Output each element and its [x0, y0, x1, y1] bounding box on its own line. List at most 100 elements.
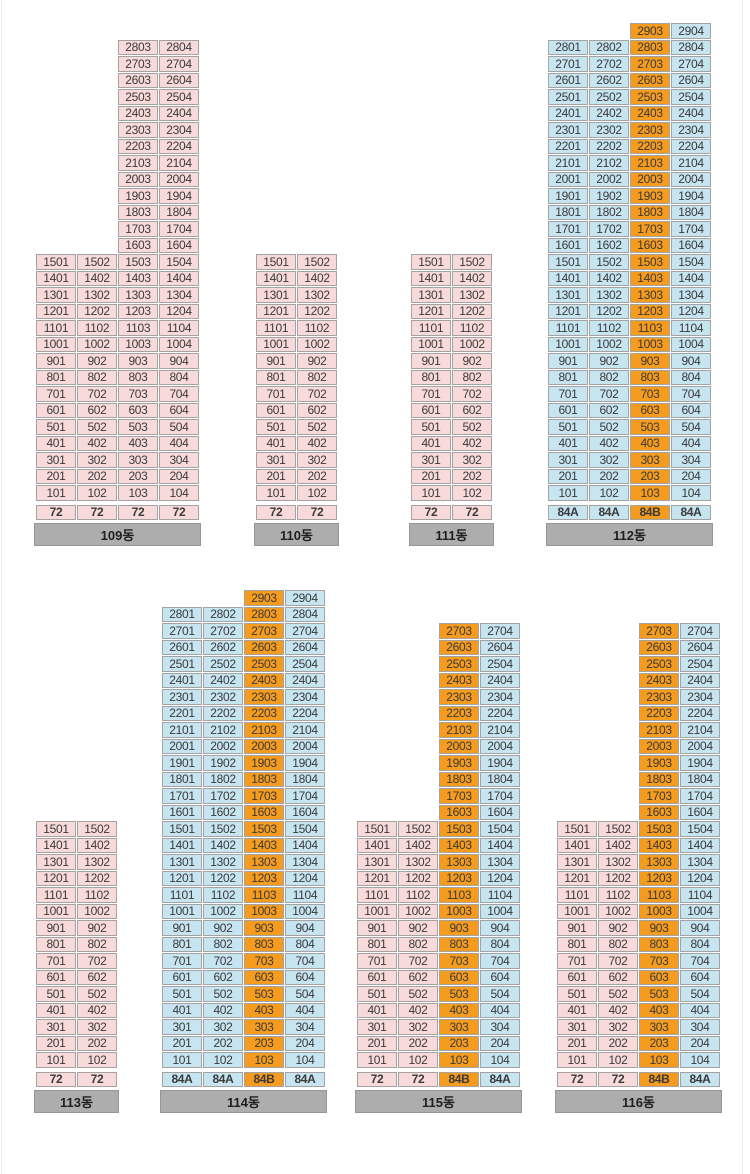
unit-cell[interactable]: 1504: [671, 254, 711, 270]
unit-cell[interactable]: 104: [480, 1052, 520, 1068]
unit-cell[interactable]: 2803: [630, 39, 670, 55]
unit-cell[interactable]: 2403: [118, 105, 158, 121]
unit-cell[interactable]: 2603: [118, 72, 158, 88]
unit-cell[interactable]: 2203: [439, 705, 479, 721]
unit-cell[interactable]: 2104: [680, 722, 720, 738]
unit-cell[interactable]: 901: [162, 920, 202, 936]
unit-cell[interactable]: 603: [439, 969, 479, 985]
unit-cell[interactable]: 802: [398, 936, 438, 952]
unit-cell[interactable]: 2704: [671, 56, 711, 72]
unit-cell[interactable]: 1904: [159, 188, 199, 204]
unit-cell[interactable]: 1904: [285, 755, 325, 771]
unit-cell[interactable]: 601: [557, 969, 597, 985]
unit-cell[interactable]: 903: [244, 920, 284, 936]
unit-cell[interactable]: 304: [680, 1019, 720, 1035]
unit-cell[interactable]: 2403: [639, 672, 679, 688]
unit-cell[interactable]: 2703: [118, 56, 158, 72]
unit-cell[interactable]: 603: [118, 402, 158, 418]
unit-cell[interactable]: 1403: [630, 270, 670, 286]
unit-cell[interactable]: 502: [398, 986, 438, 1002]
unit-cell[interactable]: 2503: [118, 89, 158, 105]
unit-cell[interactable]: 601: [548, 402, 588, 418]
unit-cell[interactable]: 2401: [548, 105, 588, 121]
unit-cell[interactable]: 2303: [630, 122, 670, 138]
unit-cell[interactable]: 2903: [630, 23, 670, 39]
unit-cell[interactable]: 2204: [159, 138, 199, 154]
unit-cell[interactable]: 1101: [162, 887, 202, 903]
unit-cell[interactable]: 401: [162, 1002, 202, 1018]
unit-cell[interactable]: 904: [285, 920, 325, 936]
unit-cell[interactable]: 2004: [285, 738, 325, 754]
unit-cell[interactable]: 901: [557, 920, 597, 936]
unit-cell[interactable]: 1401: [162, 837, 202, 853]
unit-cell[interactable]: 403: [244, 1002, 284, 1018]
unit-cell[interactable]: 2303: [639, 689, 679, 705]
unit-cell[interactable]: 2103: [244, 722, 284, 738]
unit-cell[interactable]: 702: [203, 953, 243, 969]
unit-cell[interactable]: 301: [357, 1019, 397, 1035]
unit-cell[interactable]: 1303: [630, 287, 670, 303]
unit-cell[interactable]: 602: [77, 969, 117, 985]
unit-cell[interactable]: 803: [244, 936, 284, 952]
unit-cell[interactable]: 601: [162, 969, 202, 985]
unit-cell[interactable]: 202: [203, 1035, 243, 1051]
unit-cell[interactable]: 1002: [77, 336, 117, 352]
unit-cell[interactable]: 204: [671, 468, 711, 484]
unit-cell[interactable]: 901: [411, 353, 451, 369]
unit-cell[interactable]: 1002: [297, 336, 337, 352]
unit-cell[interactable]: 1901: [548, 188, 588, 204]
unit-cell[interactable]: 1601: [548, 237, 588, 253]
unit-cell[interactable]: 402: [77, 435, 117, 451]
unit-cell[interactable]: 1001: [557, 903, 597, 919]
unit-cell[interactable]: 1202: [77, 870, 117, 886]
unit-cell[interactable]: 2204: [480, 705, 520, 721]
unit-cell[interactable]: 2602: [203, 639, 243, 655]
unit-cell[interactable]: 1203: [630, 303, 670, 319]
unit-cell[interactable]: 2701: [162, 623, 202, 639]
unit-cell[interactable]: 2104: [285, 722, 325, 738]
unit-cell[interactable]: 2201: [162, 705, 202, 721]
unit-cell[interactable]: 603: [244, 969, 284, 985]
unit-cell[interactable]: 1703: [244, 788, 284, 804]
unit-cell[interactable]: 1302: [297, 287, 337, 303]
unit-cell[interactable]: 803: [630, 369, 670, 385]
unit-cell[interactable]: 302: [297, 452, 337, 468]
unit-cell[interactable]: 1801: [548, 204, 588, 220]
unit-cell[interactable]: 1004: [159, 336, 199, 352]
unit-cell[interactable]: 803: [118, 369, 158, 385]
unit-cell[interactable]: 2702: [589, 56, 629, 72]
unit-cell[interactable]: 304: [159, 452, 199, 468]
unit-cell[interactable]: 104: [680, 1052, 720, 1068]
unit-cell[interactable]: 1804: [159, 204, 199, 220]
unit-cell[interactable]: 1204: [159, 303, 199, 319]
unit-cell[interactable]: 704: [671, 386, 711, 402]
unit-cell[interactable]: 1101: [36, 887, 76, 903]
unit-cell[interactable]: 1201: [411, 303, 451, 319]
unit-cell[interactable]: 404: [680, 1002, 720, 1018]
unit-cell[interactable]: 2404: [680, 672, 720, 688]
unit-cell[interactable]: 1504: [159, 254, 199, 270]
unit-cell[interactable]: 1001: [411, 336, 451, 352]
unit-cell[interactable]: 1704: [285, 788, 325, 804]
unit-cell[interactable]: 2404: [159, 105, 199, 121]
unit-cell[interactable]: 1501: [36, 821, 76, 837]
unit-cell[interactable]: 801: [162, 936, 202, 952]
unit-cell[interactable]: 1302: [398, 854, 438, 870]
unit-cell[interactable]: 1204: [285, 870, 325, 886]
unit-cell[interactable]: 1502: [203, 821, 243, 837]
unit-cell[interactable]: 202: [398, 1035, 438, 1051]
unit-cell[interactable]: 1204: [480, 870, 520, 886]
unit-cell[interactable]: 2204: [671, 138, 711, 154]
unit-cell[interactable]: 301: [411, 452, 451, 468]
unit-cell[interactable]: 2101: [548, 155, 588, 171]
unit-cell[interactable]: 1403: [439, 837, 479, 853]
unit-cell[interactable]: 2801: [548, 39, 588, 55]
unit-cell[interactable]: 1102: [297, 320, 337, 336]
unit-cell[interactable]: 204: [680, 1035, 720, 1051]
unit-cell[interactable]: 1301: [557, 854, 597, 870]
unit-cell[interactable]: 1402: [398, 837, 438, 853]
unit-cell[interactable]: 2701: [548, 56, 588, 72]
unit-cell[interactable]: 1004: [680, 903, 720, 919]
unit-cell[interactable]: 2102: [203, 722, 243, 738]
unit-cell[interactable]: 2304: [285, 689, 325, 705]
